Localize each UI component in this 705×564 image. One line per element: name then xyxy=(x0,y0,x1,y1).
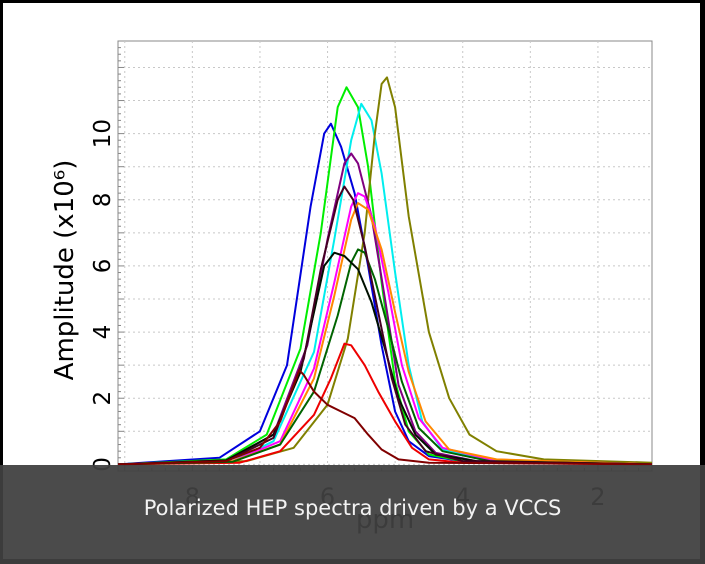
series-line-4 xyxy=(117,76,653,466)
series-line-5 xyxy=(117,152,653,466)
y-axis-label: Amplitude (x10⁶) xyxy=(50,160,80,381)
series-line-9 xyxy=(117,248,653,466)
series-line-7 xyxy=(117,202,653,466)
y-tick-label: 6 xyxy=(90,259,116,274)
figure-caption: Polarized HEP spectra driven by a VCCS xyxy=(143,496,562,520)
y-tick-label: 2 xyxy=(90,391,116,406)
series-line-12 xyxy=(117,369,653,466)
series-line-1 xyxy=(117,122,653,466)
plot-area xyxy=(117,40,653,472)
series-line-6 xyxy=(117,192,653,466)
caption-bar xyxy=(0,465,705,564)
y-tick-label: 10 xyxy=(90,119,116,148)
y-tick-label: 8 xyxy=(90,192,116,207)
series-line-8 xyxy=(117,342,653,466)
y-tick-label: 4 xyxy=(90,325,116,340)
series-layer xyxy=(117,76,653,466)
